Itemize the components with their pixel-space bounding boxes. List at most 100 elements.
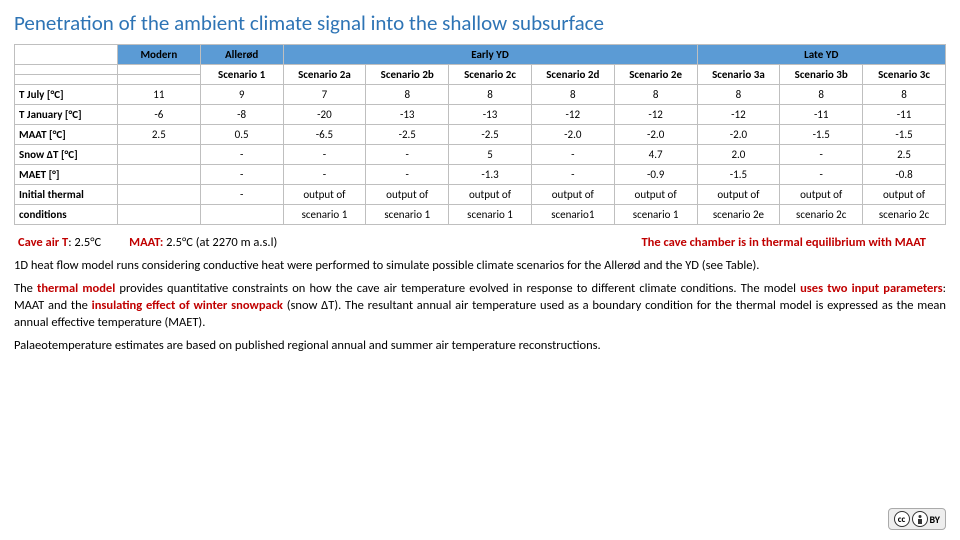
table-row: Snow ΔT [°C] - - - 5 - 4.7 2.0 - 2.5 — [15, 145, 946, 165]
cell: -2.5 — [366, 125, 449, 145]
hdr-sc3c: Scenario 3c — [863, 65, 946, 85]
two-input-params-term: uses two input parameters — [800, 281, 943, 296]
cc-icon: cc — [894, 511, 910, 527]
cell: 11 — [117, 85, 200, 105]
maat-note: MAAT: 2.5°C (at 2270 m a.s.l) — [129, 235, 277, 250]
by-icon — [912, 511, 928, 527]
cell: 9 — [200, 85, 283, 105]
cell: -13 — [449, 105, 532, 125]
cell — [200, 205, 283, 225]
cell: - — [200, 185, 283, 205]
hdr-early-yd: Early YD — [283, 45, 697, 65]
cell: 4.7 — [614, 145, 697, 165]
paragraph-3: Palaeotemperature estimates are based on… — [14, 338, 946, 355]
cell: -6.5 — [283, 125, 366, 145]
cell: 8 — [780, 85, 863, 105]
blank-header — [15, 45, 118, 65]
hdr-sc2e: Scenario 2e — [614, 65, 697, 85]
notes-row: Cave air T: 2.5°C MAAT: 2.5°C (at 2270 m… — [18, 235, 946, 250]
hdr-sc2c: Scenario 2c — [449, 65, 532, 85]
cell: output of — [283, 185, 366, 205]
p2-c: provides quantitative constraints on how… — [115, 281, 800, 296]
cell: scenario 2c — [780, 205, 863, 225]
cell: 8 — [531, 85, 614, 105]
cell: scenario1 — [531, 205, 614, 225]
row-label: conditions — [15, 205, 118, 225]
cell: 7 — [283, 85, 366, 105]
cell: -2.0 — [531, 125, 614, 145]
hdr-modern: Modern — [117, 45, 200, 65]
table-row: Initial thermal - output of output of ou… — [15, 185, 946, 205]
table-row: MAET [°] - - - -1.3 - -0.9 -1.5 - -0.8 — [15, 165, 946, 185]
hdr-sc1: Scenario 1 — [200, 65, 283, 85]
cell — [117, 185, 200, 205]
cell: -12 — [614, 105, 697, 125]
cave-air-note: Cave air T: 2.5°C — [18, 235, 101, 250]
table-row: T July [°C] 11 9 7 8 8 8 8 8 8 8 — [15, 85, 946, 105]
cell: 5 — [449, 145, 532, 165]
cell: - — [366, 145, 449, 165]
cell: 2.5 — [117, 125, 200, 145]
cell: output of — [780, 185, 863, 205]
cell: - — [366, 165, 449, 185]
maat-prefix: MAAT: — [129, 235, 163, 250]
cell: output of — [697, 185, 780, 205]
paragraph-1: 1D heat flow model runs considering cond… — [14, 258, 946, 275]
cell: -11 — [863, 105, 946, 125]
blank-header — [15, 65, 118, 75]
cell: -12 — [697, 105, 780, 125]
cell — [117, 165, 200, 185]
row-label: MAAT [°C] — [15, 125, 118, 145]
cell: - — [283, 165, 366, 185]
cell: 2.5 — [863, 145, 946, 165]
row-label: Snow ΔT [°C] — [15, 145, 118, 165]
cell: 8 — [614, 85, 697, 105]
hdr-late-yd: Late YD — [697, 45, 945, 65]
cell: 8 — [449, 85, 532, 105]
cell: - — [780, 145, 863, 165]
maat-value: 2.5°C (at 2270 m a.s.l) — [163, 235, 277, 250]
cell: 0.5 — [200, 125, 283, 145]
blank-header — [117, 75, 200, 85]
cell — [117, 145, 200, 165]
row-label: Initial thermal — [15, 185, 118, 205]
equilibrium-note: The cave chamber is in thermal equilibri… — [641, 235, 926, 250]
hdr-sc2a: Scenario 2a — [283, 65, 366, 85]
cell: -1.5 — [780, 125, 863, 145]
cell: -2.0 — [614, 125, 697, 145]
cell: scenario 1 — [283, 205, 366, 225]
cell: 8 — [697, 85, 780, 105]
thermal-model-term: thermal model — [37, 281, 115, 296]
cell: -1.5 — [863, 125, 946, 145]
cell: 8 — [863, 85, 946, 105]
cell: scenario 2e — [697, 205, 780, 225]
cell: 2.0 — [697, 145, 780, 165]
cell: -2.0 — [697, 125, 780, 145]
table-row: T January [°C] -6 -8 -20 -13 -13 -12 -12… — [15, 105, 946, 125]
cell: -0.9 — [614, 165, 697, 185]
cc-license-badge: cc BY — [888, 508, 946, 530]
cell: output of — [863, 185, 946, 205]
cell: -2.5 — [449, 125, 532, 145]
hdr-sc2d: Scenario 2d — [531, 65, 614, 85]
cell: - — [531, 165, 614, 185]
cell: - — [200, 145, 283, 165]
cell: -1.3 — [449, 165, 532, 185]
cell: -11 — [780, 105, 863, 125]
cave-value: : 2.5°C — [68, 235, 101, 250]
cell: - — [200, 165, 283, 185]
by-label: BY — [930, 513, 940, 526]
scenario-table: Modern Allerød Early YD Late YD Scenario… — [14, 44, 946, 225]
hdr-allerod: Allerød — [200, 45, 283, 65]
cell: -12 — [531, 105, 614, 125]
cell: scenario 2c — [863, 205, 946, 225]
cell: - — [531, 145, 614, 165]
cell: 8 — [366, 85, 449, 105]
hdr-sc3b: Scenario 3b — [780, 65, 863, 85]
blank-header — [117, 65, 200, 75]
cell: - — [780, 165, 863, 185]
cell: output of — [366, 185, 449, 205]
cell: -0.8 — [863, 165, 946, 185]
hdr-sc3a: Scenario 3a — [697, 65, 780, 85]
row-label: T January [°C] — [15, 105, 118, 125]
